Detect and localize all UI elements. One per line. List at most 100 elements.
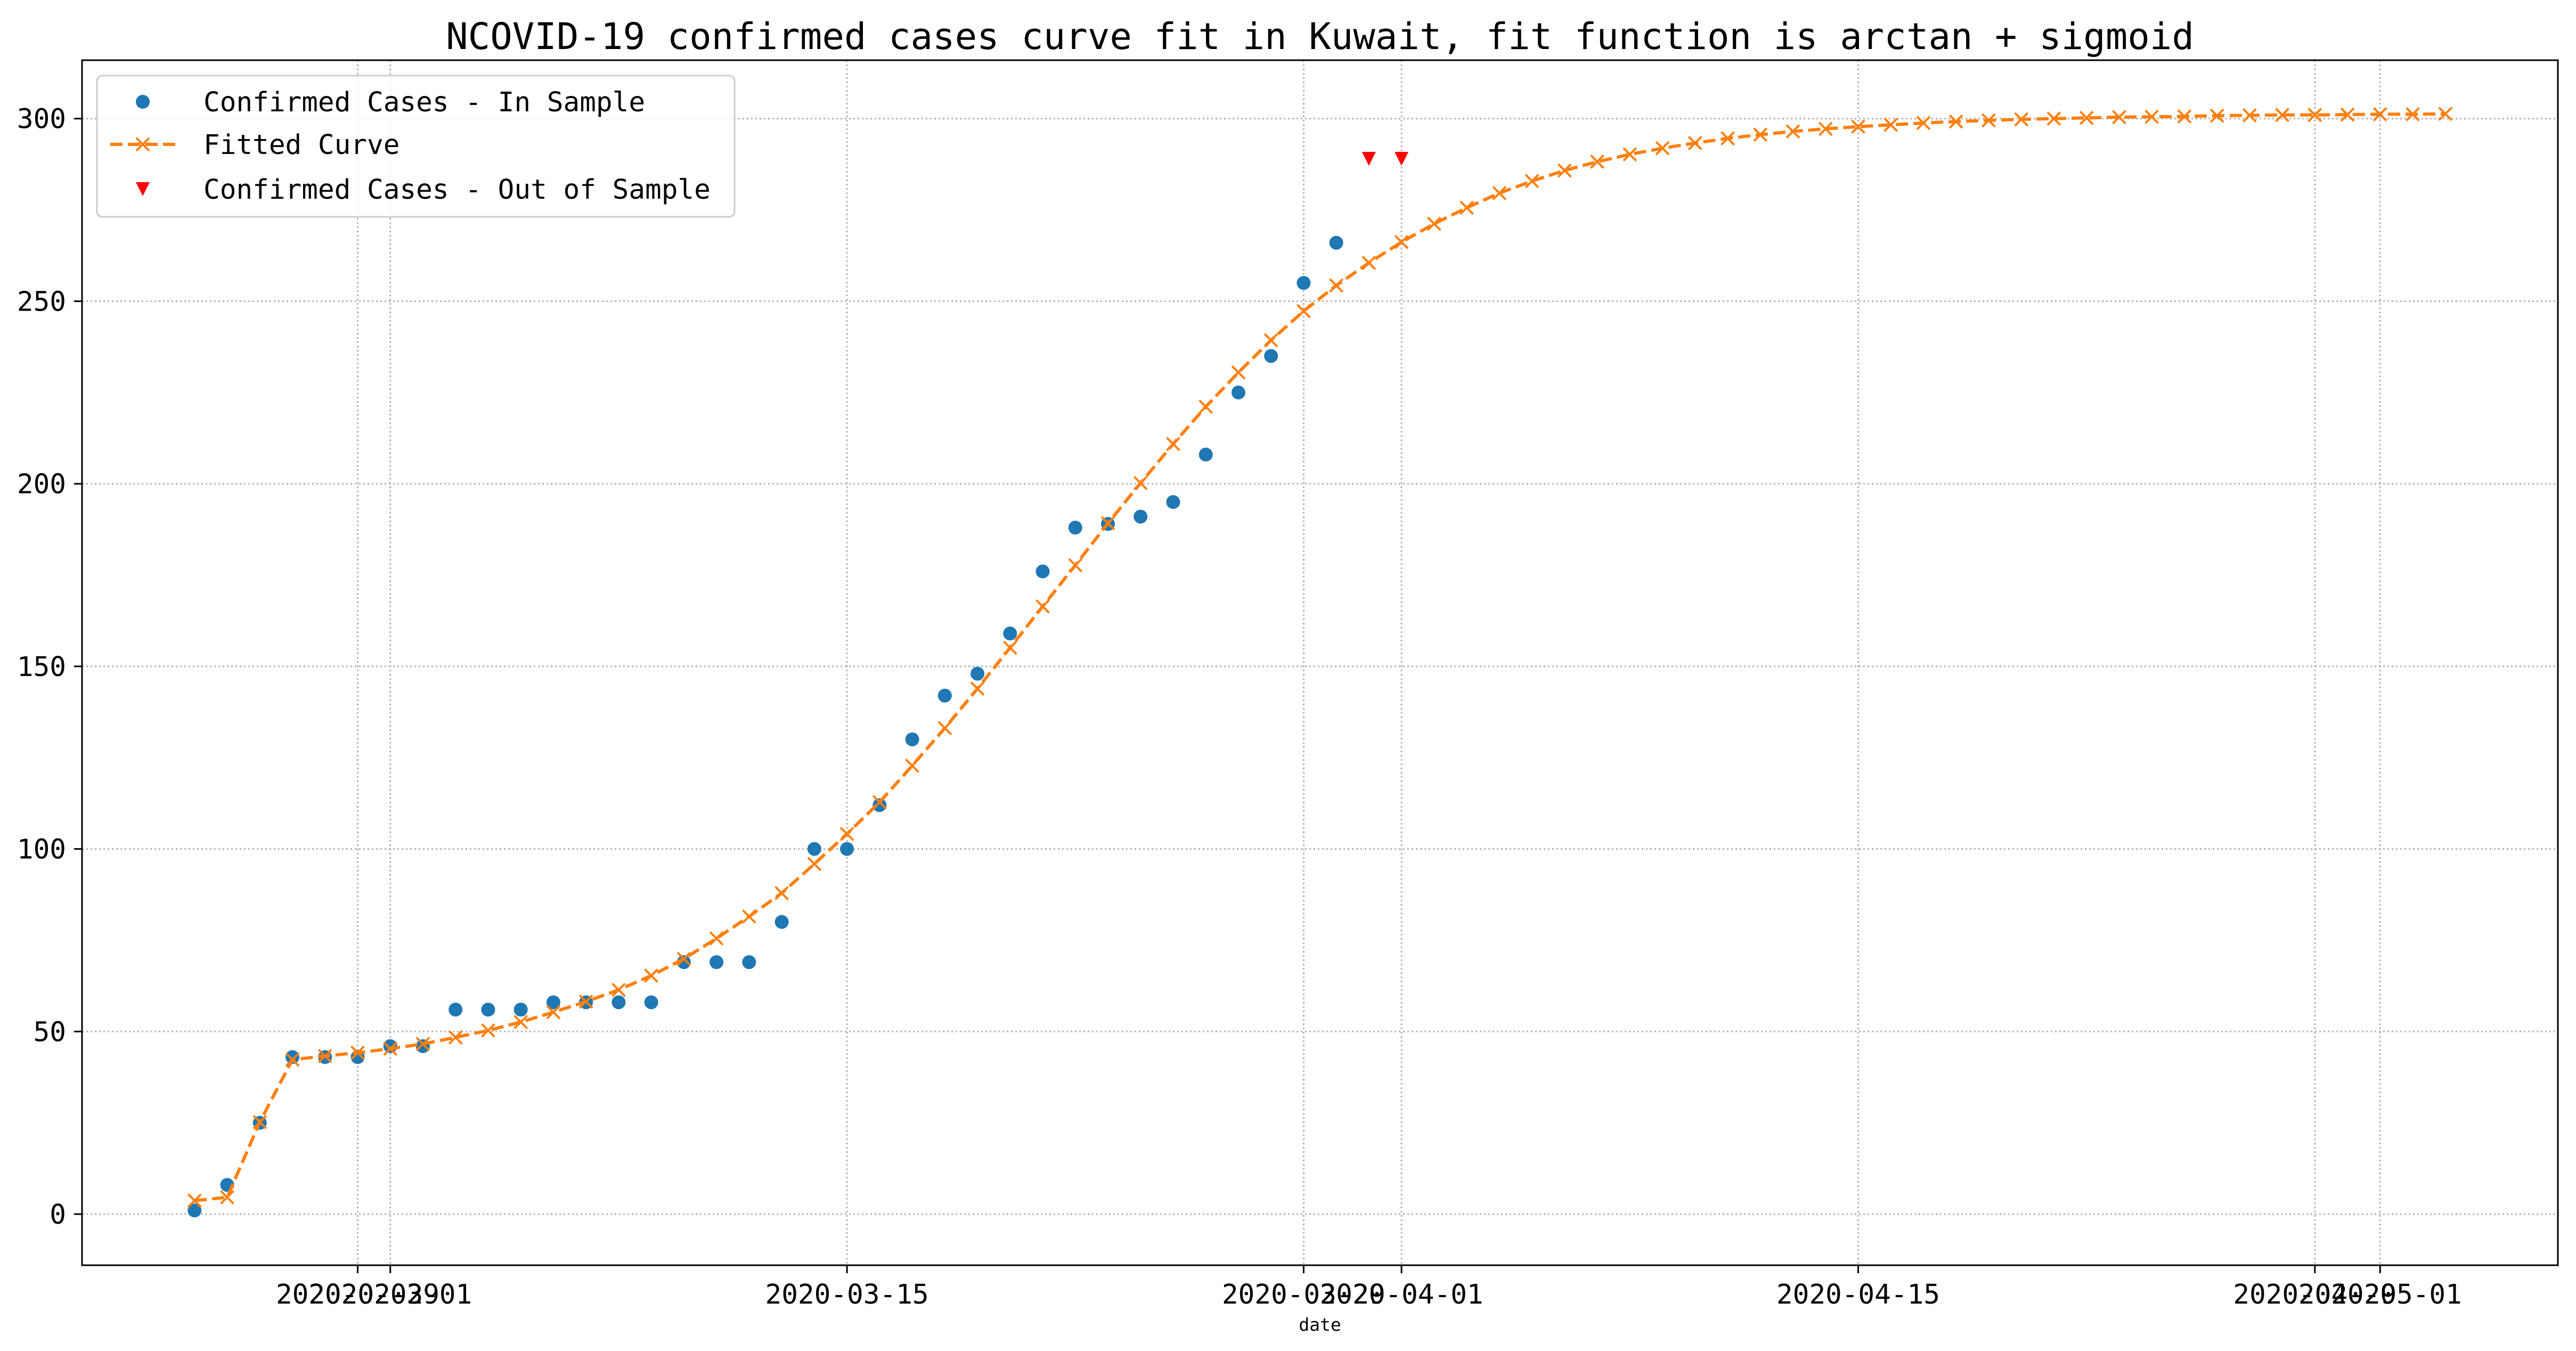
confirmed-cases-in-sample-point: [285, 1050, 299, 1064]
x-tick-label: 2020-03-01: [308, 1279, 472, 1311]
fitted-curve-point: [1884, 117, 1898, 132]
fitted-curve-point: [938, 721, 952, 736]
confirmed-cases-in-sample-point: [1297, 276, 1311, 290]
fitted-curve-point: [1166, 436, 1180, 451]
fitted-curve-point: [1786, 124, 1800, 139]
legend-label-out-of-sample: Confirmed Cases - Out of Sample: [203, 174, 711, 206]
confirmed-cases-in-sample-point: [513, 1003, 528, 1017]
fitted-curve-point: [2275, 108, 2289, 123]
fitted-curve-point: [1231, 365, 1246, 380]
fitted-curve-point: [2340, 107, 2355, 122]
y-tick-label: 150: [17, 652, 66, 683]
fitted-curve-point: [1492, 186, 1507, 200]
legend-handle-fitted-curve: [110, 137, 176, 152]
confirmed-cases-in-sample-point: [415, 1039, 430, 1053]
confirmed-cases-in-sample-point: [188, 1203, 202, 1218]
fitted-curve-point: [905, 758, 919, 773]
x-tick-label: 2020-05-01: [2298, 1279, 2462, 1311]
confirmed-cases-in-sample-point: [1134, 509, 1148, 524]
fitted-curve-point: [1199, 400, 1213, 414]
confirmed-cases-in-sample-point: [1068, 520, 1082, 535]
gridlines: [82, 60, 2558, 1265]
fitted-curve-point: [775, 886, 789, 900]
confirmed-cases-in-sample-point: [938, 688, 952, 703]
fitted-curve-point: [2308, 108, 2322, 123]
fitted-curve-point: [546, 1005, 561, 1020]
y-tick-label: 200: [17, 469, 66, 500]
confirmed-cases-in-sample-point: [1003, 626, 1017, 641]
confirmed-cases-in-sample-point: [742, 955, 756, 970]
confirmed-cases-in-sample-point: [1329, 235, 1343, 250]
data-series: [187, 107, 2453, 1218]
fitted-curve-point: [1851, 119, 1865, 134]
fitted-curve-point: [1362, 256, 1376, 270]
fitted-curve-point: [1949, 114, 1963, 129]
plot-frame: [81, 59, 2559, 1266]
fitted-curve-point: [644, 969, 659, 983]
fitted-curve-point: [839, 827, 854, 841]
confirmed-cases-in-sample-point: [1036, 564, 1050, 579]
fitted-curve-point: [1329, 278, 1344, 293]
fitted-curve-point: [1002, 640, 1017, 655]
y-tick-label: 250: [17, 286, 66, 318]
fitted-curve-point: [2438, 107, 2453, 121]
fitted-curve-point: [1036, 599, 1050, 614]
legend-entry-out-of-sample: Confirmed Cases - Out of Sample: [136, 174, 711, 206]
fitted-curve-point: [2210, 108, 2224, 123]
x-tick-label: 2020-04-15: [1776, 1279, 1940, 1311]
fitted-curve-point: [2047, 111, 2061, 126]
y-tick-label: 300: [17, 104, 66, 135]
fitted-curve-point: [2145, 109, 2159, 124]
fitted-curve-point: [513, 1015, 528, 1029]
x-tick-label: 2020-04-01: [1320, 1279, 1483, 1311]
series-confirmed-cases-out-of-sample: [1362, 152, 1409, 166]
confirmed-cases-in-sample-point: [1264, 349, 1278, 363]
fitted-curve-point: [807, 857, 822, 872]
confirmed-cases-in-sample-point: [481, 1003, 495, 1017]
plot-area: [82, 60, 2558, 1265]
fitted-curve-point: [448, 1030, 463, 1045]
fitted-curve-point: [1394, 234, 1409, 249]
fitted-curve-point: [1525, 174, 1539, 189]
fitted-curve-point: [1753, 127, 1768, 142]
confirmed-cases-in-sample-point: [676, 955, 691, 970]
confirmed-cases-in-sample-point: [449, 1003, 463, 1017]
legend-label-fitted-curve: Fitted Curve: [203, 129, 400, 161]
y-tick-label: 0: [50, 1199, 66, 1231]
legend-marker-confirmed-cases-out-of-sample: [136, 182, 150, 196]
fitted-curve-point: [872, 795, 887, 810]
legend-marker-fitted-curve: [135, 137, 150, 152]
confirmed-cases-in-sample-point: [775, 915, 789, 929]
legend-label-in-sample: Confirmed Cases - In Sample: [203, 87, 645, 118]
confirmed-cases-in-sample-point: [1166, 495, 1180, 509]
y-tick-label: 50: [34, 1016, 66, 1048]
legend-entry-fitted-curve: Fitted Curve: [110, 129, 400, 161]
legend-frame: [96, 75, 736, 218]
confirmed-cases-out-of-sample-point: [1362, 152, 1376, 166]
fitted-curve-point: [481, 1023, 495, 1038]
confirmed-cases-out-of-sample-point: [1395, 152, 1409, 166]
x-axis-label: date: [1299, 1314, 1341, 1335]
confirmed-cases-in-sample-point: [905, 732, 919, 746]
fitted-curve-point: [2406, 107, 2420, 121]
confirmed-cases-in-sample-point: [710, 955, 724, 970]
fitted-curve-point: [220, 1190, 234, 1204]
chart-title: NCOVID-19 confirmed cases curve fit in K…: [446, 15, 2194, 58]
fitted-curve-point: [1296, 304, 1311, 319]
fitted-curve-point: [415, 1037, 430, 1052]
confirmed-cases-in-sample-point: [383, 1039, 397, 1053]
fitted-curve-point: [970, 681, 985, 696]
legend-marker-confirmed-cases-in-sample: [136, 95, 150, 109]
fitted-curve-point: [1590, 154, 1604, 169]
legend-handle-out-of-sample: [136, 182, 150, 196]
fitted-curve-point: [252, 1114, 267, 1129]
confirmed-cases-in-sample-point: [807, 842, 821, 856]
fitted-curve-point: [578, 994, 593, 1009]
series-fitted-curve: [187, 107, 2453, 1208]
fitted-curve-point: [1263, 333, 1278, 348]
fitted-curve-point: [2014, 112, 2029, 127]
confirmed-cases-in-sample-point: [1231, 385, 1245, 400]
fitted-curve-point: [676, 951, 691, 966]
